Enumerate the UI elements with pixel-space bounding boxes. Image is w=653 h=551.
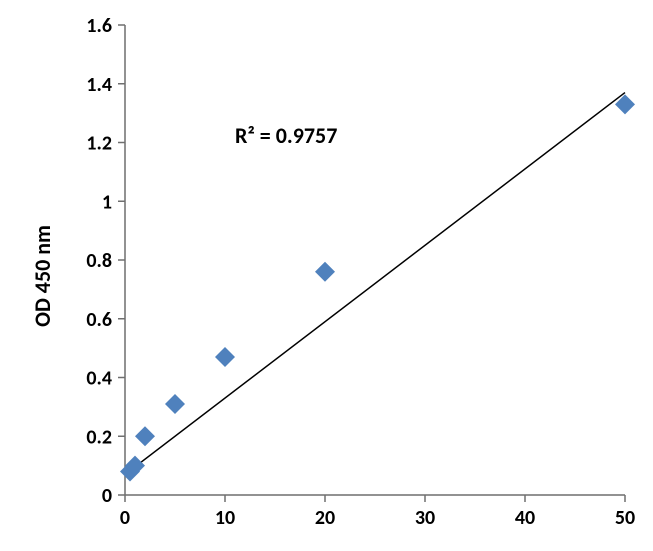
data-marker [165, 394, 185, 414]
x-tick-label: 40 [515, 506, 535, 530]
y-tick-label: 1.4 [86, 73, 112, 97]
data-marker [215, 347, 235, 367]
data-marker [135, 426, 155, 446]
x-tick-label: 30 [415, 506, 435, 530]
x-tick-label: 50 [615, 506, 635, 530]
x-tick-label: 10 [215, 506, 235, 530]
y-tick-label: 1 [102, 190, 112, 214]
y-tick-label: 0.6 [86, 308, 112, 332]
y-tick-label: 0.4 [86, 367, 112, 391]
y-tick-label: 1.2 [86, 132, 112, 156]
y-tick-label: 0.8 [86, 249, 112, 273]
r-squared-annotation: R² = 0.9757 [235, 122, 337, 149]
y-tick-label: 1.6 [86, 14, 112, 38]
trendline [125, 93, 625, 475]
y-tick-label: 0.2 [86, 425, 112, 449]
x-tick-label: 0 [120, 506, 130, 530]
chart-svg: 0 0.2 0.4 0.6 0.8 1 1.2 1.4 1.6 0 10 20 30 40 50 [0, 0, 653, 551]
data-marker [315, 262, 335, 282]
y-axis-title: OD 450 nm [29, 225, 56, 327]
x-tick-label: 20 [315, 506, 335, 530]
scatter-chart: OD 450 nm R² = 0.9757 0 0.2 0.4 0.6 0.8 1 1.2 1… [0, 0, 653, 551]
y-tick-label: 0 [102, 484, 112, 508]
